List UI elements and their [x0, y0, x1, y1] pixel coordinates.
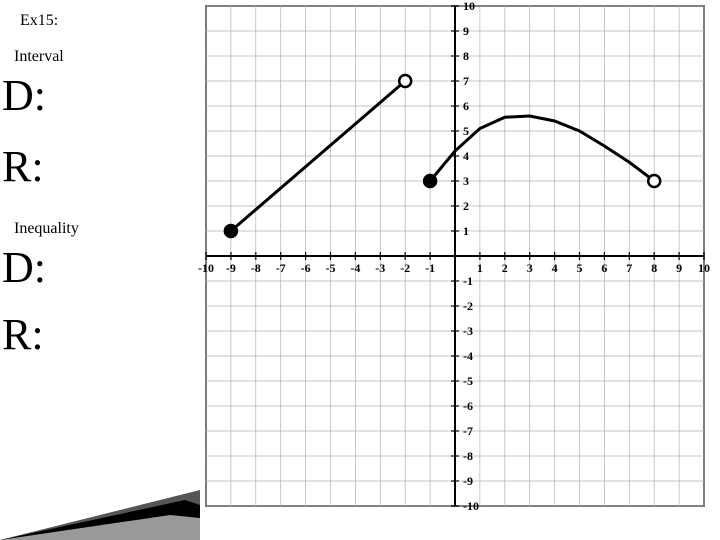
svg-text:6: 6 — [463, 99, 469, 113]
decorative-wedge — [0, 460, 200, 540]
svg-text:1: 1 — [463, 224, 469, 238]
svg-text:-7: -7 — [276, 261, 286, 275]
svg-text:-6: -6 — [301, 261, 311, 275]
svg-text:-3: -3 — [375, 261, 385, 275]
svg-text:-6: -6 — [463, 399, 473, 413]
svg-text:5: 5 — [577, 261, 583, 275]
svg-text:-8: -8 — [463, 449, 473, 463]
svg-text:-9: -9 — [463, 474, 473, 488]
svg-text:-8: -8 — [251, 261, 261, 275]
svg-text:2: 2 — [463, 199, 469, 213]
svg-text:-10: -10 — [463, 499, 479, 513]
svg-text:-5: -5 — [463, 374, 473, 388]
svg-text:1: 1 — [477, 261, 483, 275]
range-label-2: R: — [2, 309, 180, 360]
svg-text:-7: -7 — [463, 424, 473, 438]
svg-text:8: 8 — [651, 261, 657, 275]
svg-text:10: 10 — [698, 261, 710, 275]
coordinate-chart: -10 -9 -8 -7 -6 -5 -4 -3 -2 -1 1 2 3 4 5 6 7 8 9 10 -10 -9 -8 -… — [180, 2, 710, 537]
svg-text:9: 9 — [676, 261, 682, 275]
svg-text:-4: -4 — [350, 261, 360, 275]
svg-text:2: 2 — [502, 261, 508, 275]
svg-text:6: 6 — [601, 261, 607, 275]
inequality-heading: Inequality — [14, 220, 180, 238]
svg-text:7: 7 — [626, 261, 632, 275]
interval-heading: Interval — [14, 48, 180, 66]
range-label-1: R: — [2, 141, 180, 192]
svg-text:-10: -10 — [198, 261, 214, 275]
svg-text:3: 3 — [527, 261, 533, 275]
svg-text:-3: -3 — [463, 324, 473, 338]
domain-label-1: D: — [2, 70, 180, 121]
svg-text:4: 4 — [463, 149, 469, 163]
svg-text:9: 9 — [463, 24, 469, 38]
svg-text:-5: -5 — [326, 261, 336, 275]
svg-text:-2: -2 — [463, 299, 473, 313]
svg-text:4: 4 — [552, 261, 558, 275]
svg-text:-9: -9 — [226, 261, 236, 275]
example-number: Ex15: — [20, 12, 180, 30]
svg-text:-4: -4 — [463, 349, 473, 363]
domain-label-2: D: — [2, 242, 180, 293]
svg-text:3: 3 — [463, 174, 469, 188]
svg-text:-1: -1 — [463, 274, 473, 288]
svg-text:7: 7 — [463, 74, 469, 88]
svg-text:5: 5 — [463, 124, 469, 138]
svg-text:10: 10 — [463, 2, 475, 13]
svg-text:8: 8 — [463, 49, 469, 63]
svg-text:-1: -1 — [425, 261, 435, 275]
svg-text:-2: -2 — [400, 261, 410, 275]
